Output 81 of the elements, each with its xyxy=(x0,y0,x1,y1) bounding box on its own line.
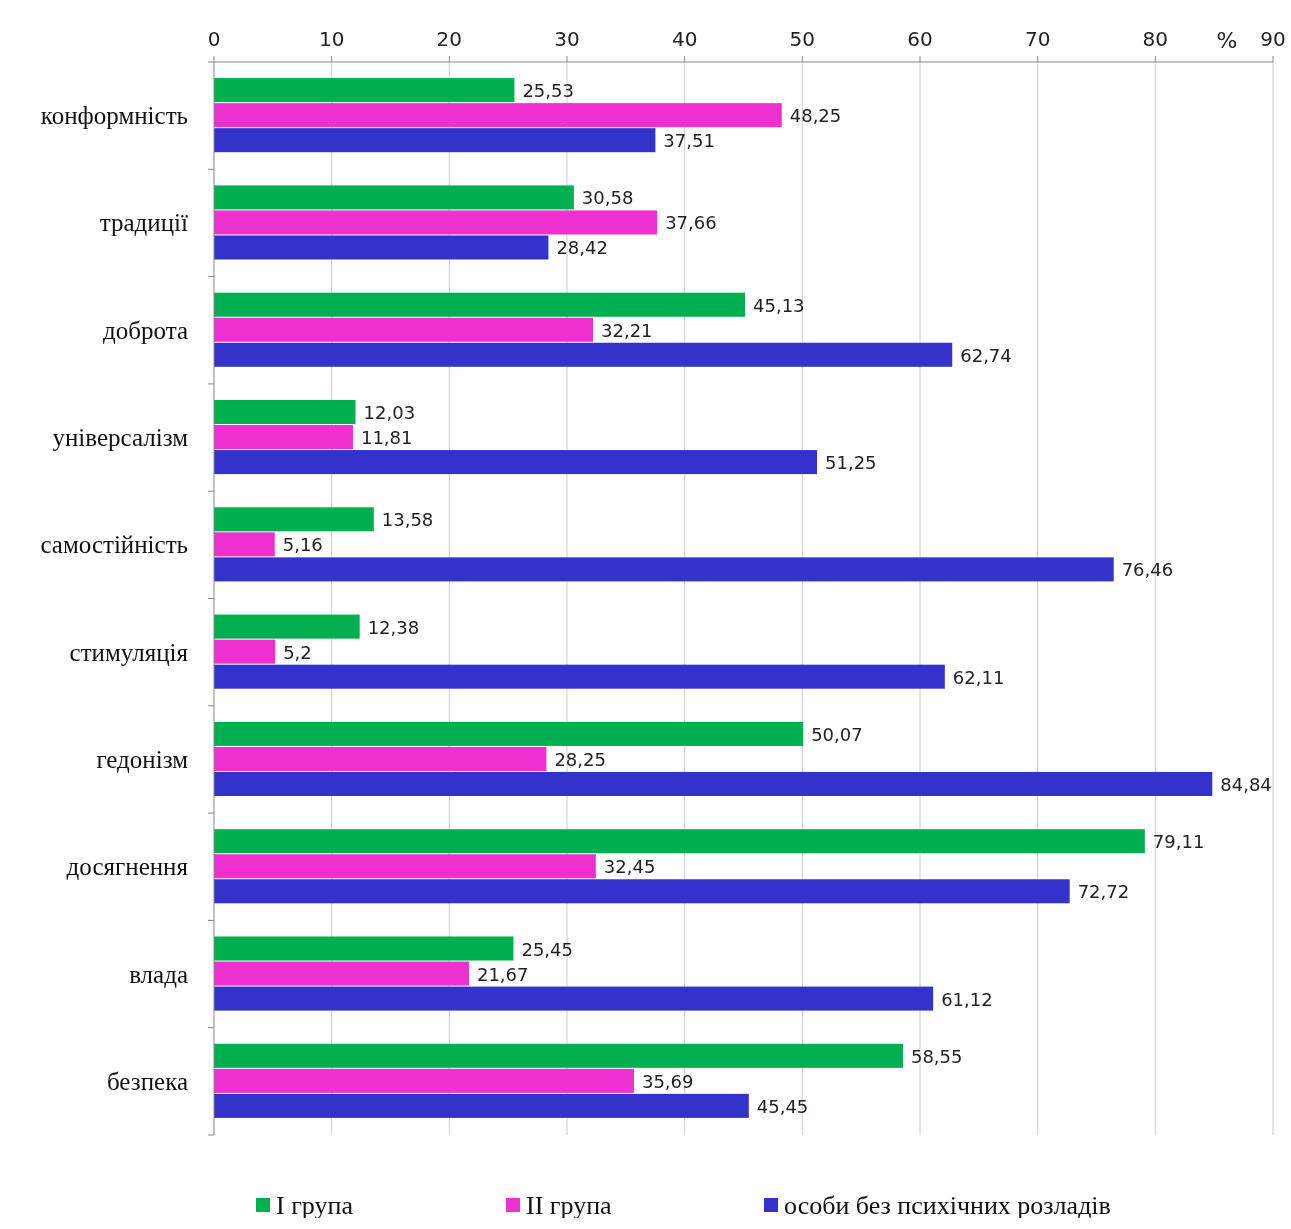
x-tick-label: 30 xyxy=(554,27,580,51)
data-label: 32,45 xyxy=(603,856,656,878)
bar xyxy=(214,292,746,317)
bar xyxy=(214,721,804,746)
bar xyxy=(214,1068,634,1093)
y-tick-label: самостійність xyxy=(40,531,188,559)
x-tick-label: 0 xyxy=(207,27,221,51)
bar xyxy=(214,879,1070,904)
data-label: 35,69 xyxy=(641,1070,694,1092)
bar xyxy=(214,210,658,235)
bar xyxy=(214,78,515,103)
data-label: 84,84 xyxy=(1220,773,1272,795)
data-label: 50,07 xyxy=(811,723,863,745)
bar xyxy=(214,1043,903,1068)
data-label: 21,67 xyxy=(476,963,529,985)
bar xyxy=(214,771,1213,796)
data-label: 45,45 xyxy=(756,1095,809,1117)
data-label: 12,03 xyxy=(363,402,416,424)
data-label: 45,13 xyxy=(753,294,805,316)
x-tick-label: 20 xyxy=(436,27,463,51)
data-label: 51,25 xyxy=(825,452,877,474)
x-tick-label: 90 xyxy=(1260,27,1286,51)
data-label: 32,21 xyxy=(601,319,653,341)
y-tick-label: конформність xyxy=(40,102,188,130)
data-label: 11,81 xyxy=(360,427,413,449)
x-tick-label: 70 xyxy=(1024,27,1051,51)
data-label: 79,11 xyxy=(1152,831,1205,853)
x-tick-label: 80 xyxy=(1142,27,1169,51)
bar xyxy=(214,1093,749,1118)
data-label: 61,12 xyxy=(941,988,993,1010)
bar xyxy=(214,532,275,557)
bar xyxy=(214,961,469,986)
y-tick-label: стимуляція xyxy=(69,638,189,666)
bar xyxy=(214,557,1114,582)
bar xyxy=(214,854,596,879)
data-label: 28,25 xyxy=(554,748,606,770)
y-tick-label: універсалізм xyxy=(52,424,189,452)
bar xyxy=(214,103,782,128)
data-label: 25,45 xyxy=(521,938,573,960)
data-label: 62,11 xyxy=(952,666,1005,688)
bar xyxy=(214,425,353,450)
bar xyxy=(214,829,1145,854)
bar xyxy=(214,400,356,425)
y-tick-label: доброта xyxy=(103,316,188,344)
x-tick-label: 60 xyxy=(907,27,933,51)
data-label: 28,42 xyxy=(556,237,608,259)
data-label: 5,2 xyxy=(283,641,312,663)
bar xyxy=(214,185,574,210)
x-tick-label: 10 xyxy=(318,27,345,51)
y-tick-label: традиції xyxy=(99,209,189,237)
data-label: 12,38 xyxy=(367,616,420,638)
bar xyxy=(214,450,818,475)
data-label: 25,53 xyxy=(522,80,574,102)
bar xyxy=(214,317,593,342)
bar xyxy=(214,507,374,532)
x-axis-title: % xyxy=(1216,28,1238,53)
data-label: 76,46 xyxy=(1121,559,1174,581)
data-label: 37,66 xyxy=(665,212,717,234)
bar xyxy=(214,235,549,260)
y-tick-label: влада xyxy=(129,960,188,988)
y-tick-label: безпека xyxy=(106,1067,188,1095)
bar xyxy=(214,614,360,639)
x-tick-label: 40 xyxy=(671,27,698,51)
y-tick-label: досягнення xyxy=(66,853,189,881)
bar xyxy=(214,746,547,771)
bar xyxy=(214,986,934,1011)
bar xyxy=(214,342,953,367)
y-tick-label: гедонізм xyxy=(96,745,189,773)
data-label: 13,58 xyxy=(381,509,434,531)
data-label: 62,74 xyxy=(960,344,1012,366)
bar xyxy=(214,639,276,664)
data-label: 72,72 xyxy=(1077,881,1130,903)
data-label: 5,16 xyxy=(282,534,323,556)
bar xyxy=(214,664,945,689)
data-label: 30,58 xyxy=(581,187,634,209)
data-label: 37,51 xyxy=(663,130,715,152)
bar xyxy=(214,128,656,153)
bar xyxy=(214,936,514,961)
data-label: 48,25 xyxy=(789,105,842,127)
x-tick-label: 50 xyxy=(789,27,816,51)
data-label: 58,55 xyxy=(910,1045,963,1067)
